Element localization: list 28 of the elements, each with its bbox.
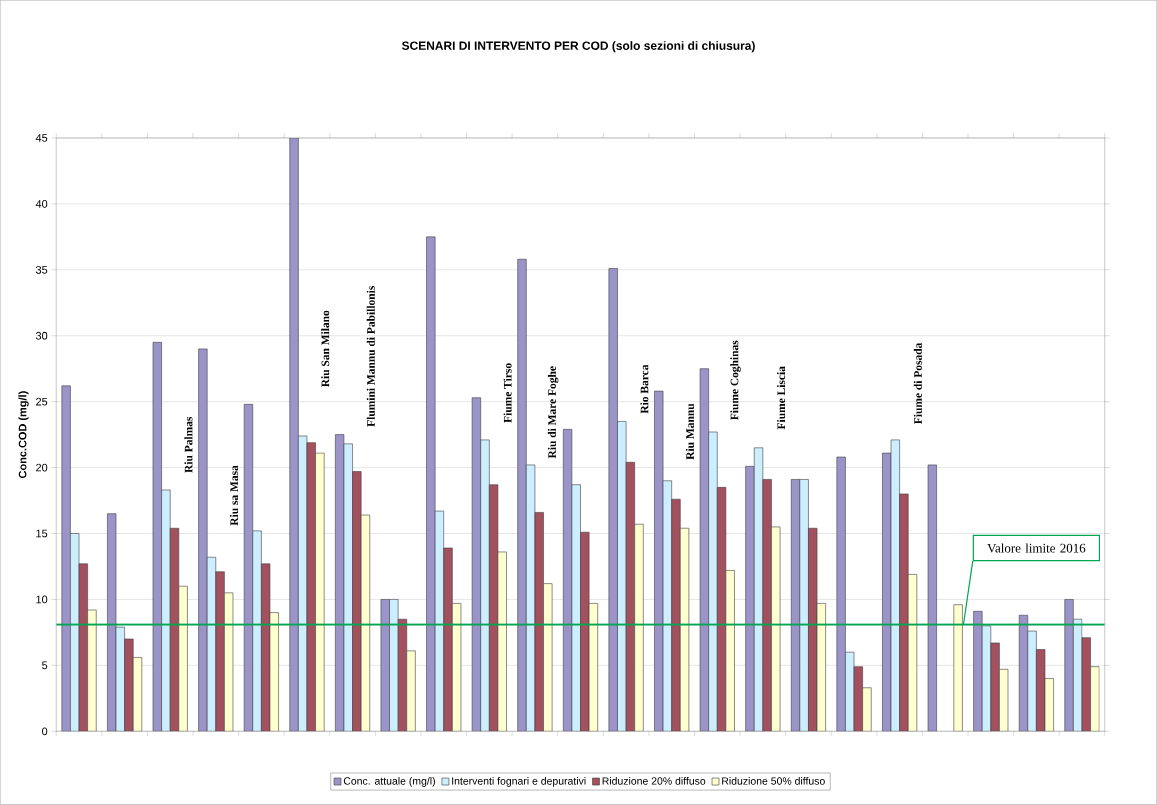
ref-line-label: Valore limite 2016 <box>987 543 1086 553</box>
annotation: Riu Palmas <box>184 417 193 473</box>
annotation: Fiume Tirso <box>503 363 512 423</box>
legend-label: Interventi fognari e depurativi <box>452 777 586 787</box>
annotation: Rio Barca <box>640 364 649 414</box>
annotation: Fiume Liscia <box>777 366 786 430</box>
y-tick-label: 40 <box>35 200 48 208</box>
y-tick-label: 0 <box>42 727 48 736</box>
y-tick-label: 5 <box>42 661 48 670</box>
legend-label: Riduzione 50% diffuso <box>722 777 825 785</box>
annotation: Fiume di Posada <box>913 342 922 425</box>
y-tick-label: 25 <box>36 397 48 406</box>
y-tick-label: 30 <box>35 331 48 340</box>
annotation: Flumini Mannu di Pabillonis <box>366 286 375 427</box>
y-axis-title: Conc.COD (mg/l) <box>18 391 29 479</box>
y-tick-label: 35 <box>35 266 48 274</box>
legend-label: Riduzione 20% diffuso <box>602 777 706 785</box>
y-tick-label: 10 <box>36 595 48 604</box>
y-tick-label: 45 <box>35 134 48 142</box>
annotation: Riu sa Masa <box>229 465 239 526</box>
chart-title: SCENARI DI INTERVENTO PER COD (solo sezioni di chiusura) <box>401 41 755 53</box>
annotation: Riu Mannu <box>685 403 694 460</box>
annotation: Riu San Milano <box>321 310 330 388</box>
y-tick-label: 20 <box>36 463 48 472</box>
annotation: Fiume Coghinas <box>730 340 741 421</box>
y-tick-label: 15 <box>36 529 48 538</box>
annotation: Riu di Mare Foghe <box>547 366 559 459</box>
legend-label: Conc. attuale (mg/l) <box>343 777 435 787</box>
